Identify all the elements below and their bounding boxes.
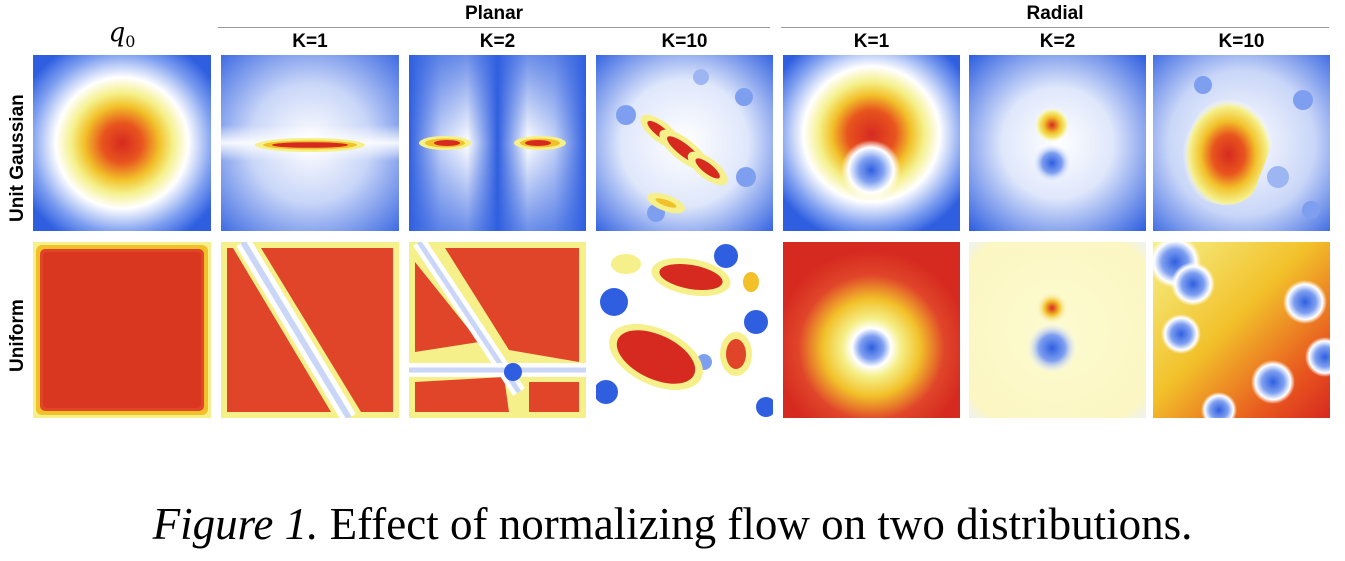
panel-gaussian-planar-k1 [221,55,399,231]
panel-uniform-q0 [33,242,211,418]
group-rule-radial [781,27,1329,28]
panel-uniform-planar-k1 [221,242,399,418]
panel-gaussian-radial-k2 [969,55,1146,231]
panel-gaussian-planar-k2 [409,55,586,231]
col-header-planar-k1: K=1 [292,31,328,52]
panel-gaussian-radial-k1 [783,55,960,231]
row-label-unit-gaussian: Unit Gaussian [7,94,28,222]
panel-uniform-planar-k2 [409,242,586,418]
figure-caption-label: Figure 1. [152,499,319,549]
group-title-radial: Radial [1026,3,1084,24]
panel-uniform-planar-k10 [596,242,773,418]
col-header-planar-k10: K=10 [661,31,708,52]
col-header-radial-k10: K=10 [1218,31,1265,52]
panel-uniform-radial-k10 [1153,242,1330,418]
group-rule-planar [218,27,770,28]
col-header-radial-k1: K=1 [853,31,890,52]
col-header-planar-k2: K=2 [479,31,516,52]
panel-uniform-radial-k1 [783,242,960,418]
panel-uniform-radial-k2 [969,242,1146,418]
panel-gaussian-planar-k10 [596,55,773,231]
row-label-uniform: Uniform [7,299,28,372]
group-title-planar: Planar [464,3,524,24]
figure-caption: Figure 1. Effect of normalizing flow on … [0,498,1345,550]
panel-gaussian-q0 [33,55,211,231]
panel-gaussian-radial-k10 [1153,55,1330,231]
col-header-radial-k2: K=2 [1039,31,1076,52]
q0-header: q0 [108,18,136,52]
figure-caption-text: Effect of normalizing flow on two distri… [318,499,1193,549]
